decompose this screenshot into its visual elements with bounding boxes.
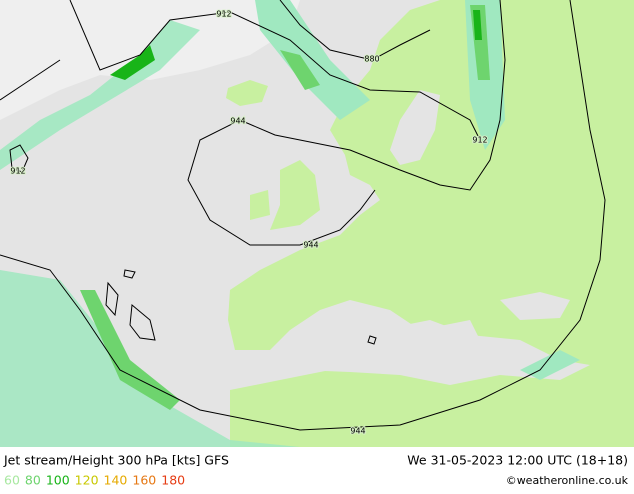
mediterranean: [270, 320, 590, 385]
iceland: [226, 80, 268, 106]
legend-value: 80: [25, 473, 41, 488]
legend-value: 180: [161, 473, 185, 488]
jet-core: [80, 290, 180, 410]
footer: [0, 447, 634, 490]
legend: 60 80 100 120 140 160 180: [4, 473, 185, 488]
legend-value: 120: [75, 473, 99, 488]
jet-core: [473, 10, 482, 40]
contours: [0, 0, 606, 431]
jet-core: [280, 50, 320, 90]
contour-label: 912: [216, 10, 231, 19]
copyright: ©weatheronline.co.uk: [506, 474, 629, 487]
baltic: [390, 90, 440, 165]
contour-label: 880: [364, 55, 379, 64]
valid-time: We 31-05-2023 12:00 UTC (18+18): [407, 453, 628, 468]
legend-value: 140: [104, 473, 128, 488]
contour-label: 912: [10, 167, 25, 176]
legend-value: 60: [4, 473, 20, 488]
legend-value: 160: [132, 473, 156, 488]
legend-value: 100: [46, 473, 70, 488]
contour-label: 944: [230, 117, 245, 126]
map-area: 912 880 912 912 944 944 944: [0, 0, 634, 447]
jet-core: [110, 45, 155, 80]
iberia: [228, 290, 300, 350]
ireland: [250, 190, 270, 220]
contour-label: 944: [350, 427, 365, 436]
black-sea: [500, 292, 570, 320]
contour-label: 912: [472, 136, 487, 145]
contour-label: 944: [303, 241, 318, 250]
europe-land: [230, 0, 634, 447]
britain: [270, 160, 320, 230]
jet-band: [0, 270, 300, 447]
title: Jet stream/Height 300 hPa [kts] GFS: [3, 453, 229, 468]
